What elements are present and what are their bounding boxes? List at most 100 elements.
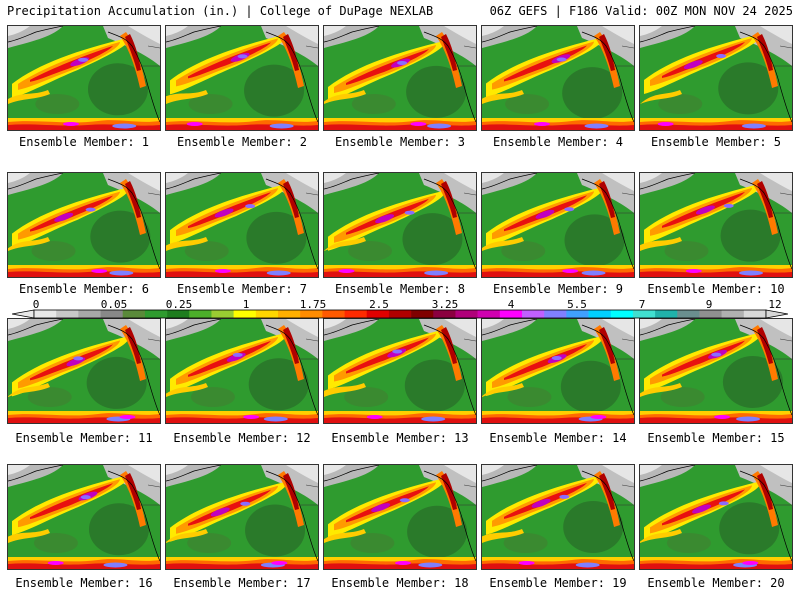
ensemble-member-map: [165, 25, 319, 131]
colorbar-tick-label: 1: [242, 298, 250, 311]
precip-map-icon: [8, 173, 160, 277]
ensemble-member-map: [481, 464, 635, 570]
ensemble-member-map: [165, 318, 319, 424]
colorbar-segment: [588, 310, 612, 318]
ensemble-member-label: Ensemble Member: 18: [331, 576, 469, 590]
ensemble-member-map: [165, 172, 319, 278]
ensemble-member-label: Ensemble Member: 10: [647, 282, 785, 296]
ensemble-member-label: Ensemble Member: 17: [173, 576, 311, 590]
colorbar-tick-label: 9: [705, 298, 713, 311]
ensemble-member-map: [323, 318, 477, 424]
precip-map-icon: [8, 465, 160, 569]
colorbar-tick-label: 0.05: [100, 298, 128, 311]
colorbar-segment: [477, 310, 501, 318]
ensemble-member-label: Ensemble Member: 13: [331, 431, 469, 445]
colorbar-segment: [211, 310, 234, 318]
colorbar-segment: [699, 310, 722, 318]
ensemble-member-map: [639, 172, 793, 278]
colorbar-segment: [677, 310, 700, 318]
colorbar-tick-label: 0.25: [165, 298, 193, 311]
ensemble-member-label: Ensemble Member: 16: [15, 576, 153, 590]
colorbar-segment: [411, 310, 434, 318]
ensemble-member-map: [639, 464, 793, 570]
precip-map-icon: [324, 26, 476, 130]
precip-map-icon: [8, 319, 160, 423]
colorbar-segment: [56, 310, 79, 318]
precip-map-icon: [324, 319, 476, 423]
ensemble-member-map: [323, 25, 477, 131]
colorbar-segment: [255, 310, 279, 318]
colorbar-segment: [344, 310, 368, 318]
precip-map-icon: [640, 26, 792, 130]
ensemble-member-map: [481, 318, 635, 424]
ensemble-member-label: Ensemble Member: 9: [492, 282, 624, 296]
ensemble-member-map: [323, 464, 477, 570]
ensemble-member-label: Ensemble Member: 20: [647, 576, 785, 590]
colorbar-tick-label: 4: [507, 298, 515, 311]
colorbar-tick-label: 5.5: [567, 298, 587, 311]
colorbar-tick-label: 3.25: [431, 298, 459, 311]
ensemble-member-map: [7, 172, 161, 278]
precip-map-icon: [482, 465, 634, 569]
ensemble-member-label: Ensemble Member: 11: [15, 431, 153, 445]
ensemble-member-label: Ensemble Member: 3: [334, 135, 466, 149]
colorbar-segment: [455, 310, 478, 318]
colorbar-high-arrow: [765, 309, 788, 319]
colorbar-segment: [433, 310, 456, 318]
ensemble-member-label: Ensemble Member: 8: [334, 282, 466, 296]
ensemble-member-map: [639, 318, 793, 424]
colorbar-segment: [122, 310, 146, 318]
ensemble-member-map: [165, 464, 319, 570]
colorbar-segment: [388, 310, 412, 318]
ensemble-member-label: Ensemble Member: 15: [647, 431, 785, 445]
run-info: 06Z GEFS | F186 Valid: 00Z MON NOV 24 20…: [489, 4, 793, 18]
precip-map-icon: [640, 465, 792, 569]
colorbar-segment: [300, 310, 323, 318]
precip-map-icon: [166, 26, 318, 130]
precip-map-icon: [324, 465, 476, 569]
colorbar-tick-label: 7: [638, 298, 646, 311]
colorbar-segment: [522, 310, 545, 318]
precip-map-icon: [482, 319, 634, 423]
ensemble-member-label: Ensemble Member: 4: [492, 135, 624, 149]
precip-map-icon: [482, 26, 634, 130]
colorbar-segment: [78, 310, 101, 318]
colorbar-tick-label: 12: [768, 298, 782, 311]
precip-map-icon: [166, 319, 318, 423]
ensemble-member-label: Ensemble Member: 5: [650, 135, 782, 149]
ensemble-member-map: [7, 318, 161, 424]
colorbar-segment: [566, 310, 589, 318]
ensemble-member-map: [7, 464, 161, 570]
colorbar-low-arrow: [12, 309, 35, 319]
colorbar-segment: [100, 310, 124, 318]
ensemble-member-map: [323, 172, 477, 278]
ensemble-member-label: Ensemble Member: 12: [173, 431, 311, 445]
colorbar-segment: [233, 310, 257, 318]
ensemble-member-label: Ensemble Member: 1: [18, 135, 150, 149]
colorbar-tick-label: 1.75: [299, 298, 327, 311]
ensemble-member-label: Ensemble Member: 14: [489, 431, 627, 445]
ensemble-member-label: Ensemble Member: 6: [18, 282, 150, 296]
ensemble-member-label: Ensemble Member: 19: [489, 576, 627, 590]
colorbar-segment: [544, 310, 567, 318]
colorbar-segment: [655, 310, 678, 318]
ensemble-member-label: Ensemble Member: 7: [176, 282, 308, 296]
colorbar-segment: [743, 310, 767, 318]
colorbar-segment: [189, 310, 212, 318]
precip-map-icon: [640, 319, 792, 423]
precip-map-icon: [640, 173, 792, 277]
map-title: Precipitation Accumulation (in.) | Colle…: [7, 4, 434, 18]
colorbar-segment: [167, 310, 190, 318]
colorbar-segment: [610, 310, 634, 318]
ensemble-member-map: [639, 25, 793, 131]
colorbar-segment: [721, 310, 745, 318]
ensemble-member-map: [7, 25, 161, 131]
colorbar-segment: [632, 310, 656, 318]
colorbar-segment: [322, 310, 345, 318]
ensemble-member-map: [481, 25, 635, 131]
colorbar-segment: [144, 310, 168, 318]
colorbar-segment: [366, 310, 390, 318]
colorbar-tick-label: 0: [32, 298, 40, 311]
colorbar-segment: [34, 310, 57, 318]
colorbar-tick-label: 2.5: [369, 298, 389, 311]
